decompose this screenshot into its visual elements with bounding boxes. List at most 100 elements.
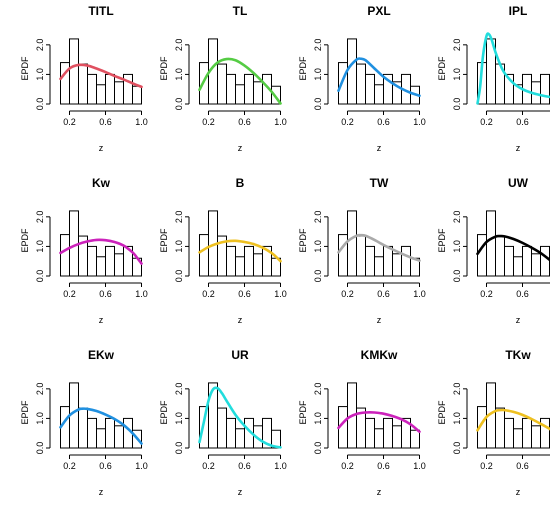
y-tick-label: 1.0	[35, 412, 45, 425]
x-axis-label: z	[377, 143, 382, 153]
y-axis-label: EPDF	[20, 400, 30, 425]
histogram-bar	[96, 256, 106, 277]
x-tick-label: 0.6	[99, 117, 112, 127]
y-tick-label: 1.0	[35, 68, 45, 81]
y-tick-label: 2.0	[35, 383, 45, 396]
x-tick-label: 0.6	[516, 461, 529, 471]
panel-title: EKw	[88, 348, 115, 362]
histogram-bar	[504, 417, 514, 449]
histogram-bar	[383, 417, 393, 449]
density-curve	[198, 386, 282, 449]
y-tick-label: 2.0	[313, 383, 323, 396]
density-curve	[337, 411, 421, 434]
y-tick-label: 0.0	[174, 98, 184, 111]
histogram-bar	[531, 425, 541, 449]
histogram-bar	[338, 62, 348, 105]
y-tick-label: 0.0	[174, 270, 184, 283]
x-tick-label: 1.0	[413, 289, 426, 299]
histogram-bar	[365, 417, 375, 449]
x-tick-label: 0.6	[377, 461, 390, 471]
x-tick-label: 0.6	[516, 117, 529, 127]
histogram-bar	[96, 84, 106, 105]
histogram-bar	[217, 407, 227, 449]
panel-title: UR	[231, 348, 249, 362]
panel-title: TW	[370, 176, 389, 190]
y-tick-label: 0.0	[35, 270, 45, 283]
y-tick-label: 0.0	[452, 270, 462, 283]
histogram-bar	[226, 73, 236, 105]
panel-ur: UR 0.2 0.6 1.0 z 0.0 1.0 2.0 EPDF	[159, 348, 287, 497]
x-axis-label: z	[516, 487, 521, 497]
x-tick-label: 0.2	[341, 289, 354, 299]
y-tick-label: 2.0	[174, 383, 184, 396]
x-tick-label: 1.0	[274, 117, 287, 127]
x-tick-label: 1.0	[135, 117, 148, 127]
y-axis-label: EPDF	[20, 228, 30, 253]
histogram-bar	[105, 417, 115, 449]
histogram-bar	[365, 73, 375, 105]
panel-kw: Kw 0.2 0.6 1.0 z 0.0 1.0 2.0 EPDF	[20, 176, 148, 325]
density-curve	[476, 234, 550, 262]
histogram-bar	[338, 234, 348, 277]
histogram-bar	[531, 253, 541, 277]
panel-ekw: EKw 0.2 0.6 1.0 z 0.0 1.0 2.0 EPDF	[20, 348, 148, 497]
panel-title: IPL	[509, 4, 528, 18]
x-axis-label: z	[238, 315, 243, 325]
y-tick-label: 0.0	[313, 98, 323, 111]
y-axis-label: EPDF	[159, 228, 169, 253]
x-tick-label: 0.2	[63, 289, 76, 299]
y-tick-label: 0.0	[35, 98, 45, 111]
histogram-bar	[87, 73, 97, 105]
x-tick-label: 0.2	[480, 289, 493, 299]
y-tick-label: 2.0	[174, 39, 184, 52]
x-tick-label: 1.0	[135, 289, 148, 299]
x-tick-label: 1.0	[274, 289, 287, 299]
histogram-bar	[132, 85, 142, 105]
x-axis-label: z	[377, 315, 382, 325]
histogram-bar	[392, 425, 402, 449]
panel-kmkw: KMKw 0.2 0.6 1.0 z 0.0 1.0 2.0 EPDF	[298, 348, 426, 497]
y-tick-label: 1.0	[174, 240, 184, 253]
x-axis-label: z	[238, 487, 243, 497]
histogram-bar	[495, 235, 505, 277]
histogram-bar	[78, 407, 88, 449]
panel-title: TITL	[88, 4, 113, 18]
histogram-bar	[235, 428, 245, 449]
panel-titl: TITL 0.2 0.6 1.0 z 0.0 1.0 2.0 EPDF	[20, 4, 148, 153]
x-tick-label: 1.0	[413, 117, 426, 127]
y-tick-label: 1.0	[313, 68, 323, 81]
x-tick-label: 0.6	[377, 289, 390, 299]
x-tick-label: 0.2	[202, 461, 215, 471]
histogram-bar	[132, 429, 142, 449]
histogram-bar	[87, 245, 97, 277]
y-axis-label: EPDF	[298, 228, 308, 253]
histogram-bar	[226, 245, 236, 277]
y-tick-label: 0.0	[313, 442, 323, 455]
y-tick-label: 1.0	[313, 412, 323, 425]
x-tick-label: 1.0	[413, 461, 426, 471]
y-tick-label: 1.0	[174, 412, 184, 425]
density-curve	[337, 233, 421, 262]
y-axis-label: EPDF	[298, 56, 308, 81]
y-tick-label: 2.0	[452, 39, 462, 52]
panel-tl: TL 0.2 0.6 1.0 z 0.0 1.0 2.0 EPDF	[159, 4, 287, 153]
panel-b: B 0.2 0.6 1.0 z 0.0 1.0 2.0 EPDF	[159, 176, 287, 325]
x-tick-label: 0.6	[99, 289, 112, 299]
y-tick-label: 1.0	[452, 412, 462, 425]
histogram-bar	[513, 428, 523, 449]
histogram-bar	[401, 245, 411, 277]
y-axis-label: EPDF	[159, 400, 169, 425]
y-tick-label: 1.0	[35, 240, 45, 253]
x-tick-label: 0.6	[516, 289, 529, 299]
x-tick-label: 0.6	[238, 289, 251, 299]
x-axis-label: z	[377, 487, 382, 497]
x-tick-label: 0.2	[480, 461, 493, 471]
density-curve	[337, 57, 421, 98]
histogram-bar	[105, 73, 115, 105]
histogram-bar	[365, 245, 375, 277]
histogram-bar	[271, 85, 281, 105]
histogram-bar	[271, 429, 281, 449]
x-axis-label: z	[99, 315, 104, 325]
